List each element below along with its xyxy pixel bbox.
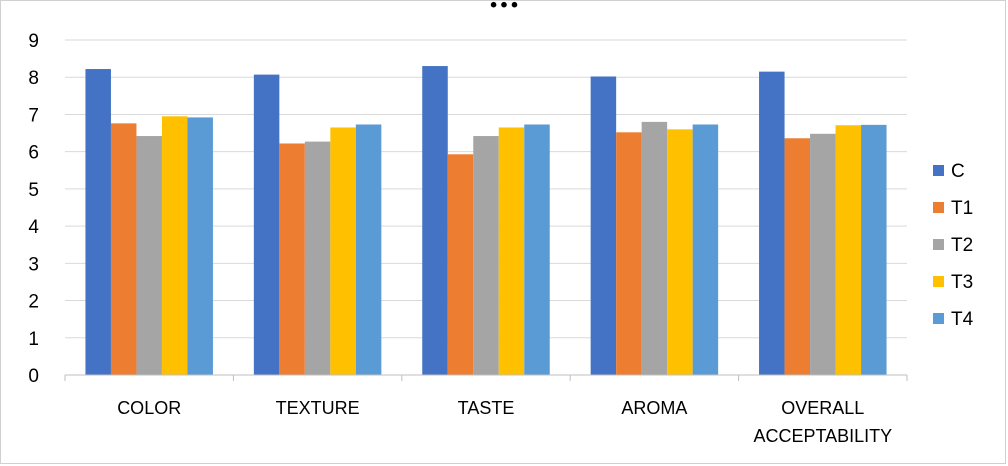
y-tick-label: 4 xyxy=(28,217,39,238)
bar-c-overall-acceptability xyxy=(759,71,785,375)
axes xyxy=(64,374,908,381)
x-category-label: ACCEPTABILITY xyxy=(753,426,892,446)
bar-t4-overall-acceptability xyxy=(861,124,887,375)
bar-t3-texture xyxy=(330,127,356,375)
x-category-label: AROMA xyxy=(621,398,687,418)
legend-label: T2 xyxy=(951,235,973,256)
bar-t4-taste xyxy=(524,124,550,375)
bar-t1-taste xyxy=(447,154,474,375)
bar-t3-aroma xyxy=(667,129,693,375)
bar-t1-color xyxy=(110,123,137,375)
x-category-label: TEXTURE xyxy=(276,398,360,418)
bar-t2-aroma xyxy=(641,121,668,375)
bar-t1-aroma xyxy=(616,132,642,375)
y-tick-label: 7 xyxy=(28,105,39,126)
bar-t3-taste xyxy=(498,127,525,375)
bar-c-texture xyxy=(253,74,280,375)
bar-t4-color xyxy=(187,117,213,375)
legend-swatch xyxy=(933,202,944,213)
legend-label: T4 xyxy=(951,309,974,330)
x-category-label: TASTE xyxy=(458,398,515,418)
x-category-label: COLOR xyxy=(117,398,181,418)
bar-t4-texture xyxy=(355,124,382,375)
legend-swatch xyxy=(933,165,944,176)
y-tick-label: 5 xyxy=(28,180,39,201)
bar-t4-aroma xyxy=(692,124,719,375)
bar-t3-color xyxy=(161,116,188,376)
legend-swatch xyxy=(933,239,944,250)
y-tick-label: 6 xyxy=(28,143,39,164)
y-tick-label: 3 xyxy=(28,254,39,275)
bar-t1-texture xyxy=(279,143,305,375)
y-tick-label: 9 xyxy=(28,31,39,52)
bar-c-taste xyxy=(422,66,448,376)
axis-labels: 0 1 2 3 4 5 6 7 8 9 COLOR TEXTURE TASTE AROMA OVERALL A… xyxy=(28,31,892,446)
bars xyxy=(85,66,887,376)
bar-t2-color xyxy=(136,136,162,375)
legend-label: T1 xyxy=(951,198,973,219)
bar-t2-taste xyxy=(473,136,499,375)
x-category-label: OVERALL xyxy=(781,398,864,418)
bar-t1-overall-acceptability xyxy=(784,138,811,375)
y-tick-label: 1 xyxy=(28,329,39,350)
legend-swatch xyxy=(933,313,944,324)
legend-swatch xyxy=(933,276,944,287)
y-tick-label: 0 xyxy=(28,366,39,387)
y-tick-label: 2 xyxy=(28,292,39,313)
bar-t2-texture xyxy=(304,141,331,375)
legend-label: T3 xyxy=(951,272,973,293)
bar-t3-overall-acceptability xyxy=(835,125,862,375)
legend: C T1 T2 T3 T4 xyxy=(933,161,974,330)
bar-t2-overall-acceptability xyxy=(810,133,836,375)
y-tick-label: 8 xyxy=(28,68,39,89)
bar-c-aroma xyxy=(590,76,617,375)
bar-c-color xyxy=(85,69,111,376)
legend-label: C xyxy=(951,161,965,182)
chart-heading: ... xyxy=(0,0,1008,14)
